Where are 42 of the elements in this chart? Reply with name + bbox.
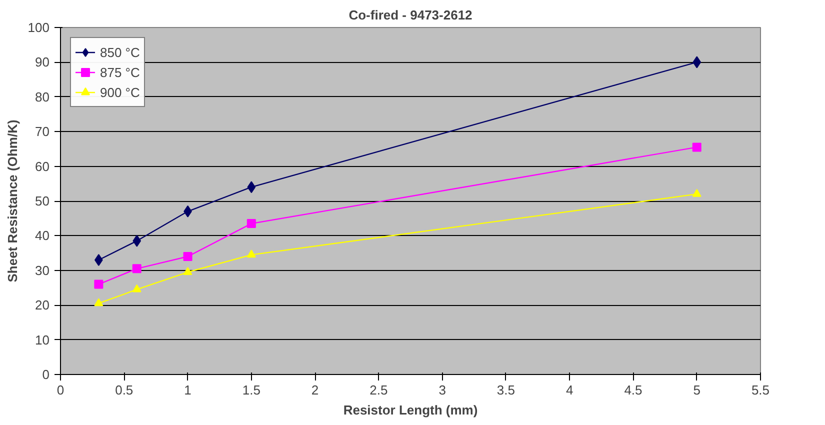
- y-tick-label: 0: [42, 367, 50, 382]
- x-tick-label: 0.5: [115, 382, 134, 398]
- y-tick-label: 20: [35, 298, 50, 313]
- point: [94, 298, 104, 306]
- x-tick-label: 1.5: [242, 382, 260, 398]
- point: [692, 142, 702, 152]
- x-axis-title: Resistor Length (mm): [343, 402, 478, 418]
- legend-label: 875 °C: [100, 64, 140, 80]
- x-tick-label: 5: [693, 382, 700, 398]
- point: [94, 280, 104, 289]
- x-tick-label: 0: [56, 382, 64, 398]
- point: [692, 188, 702, 197]
- y-axis-title: Sheet Resistance (Ohm/K): [4, 120, 20, 282]
- point: [246, 250, 256, 258]
- point: [132, 234, 142, 247]
- y-tick-label: 100: [28, 20, 50, 35]
- y-tick-label: 80: [35, 89, 50, 104]
- legend-label: 900 °C: [100, 84, 140, 100]
- x-tick-label: 1: [184, 382, 192, 398]
- point: [132, 264, 142, 274]
- y-tick-label: 90: [35, 54, 50, 70]
- y-tick-label: 40: [35, 228, 50, 244]
- y-tick-label: 50: [35, 194, 50, 208]
- x-tick-label: 2.5: [370, 382, 388, 398]
- point: [692, 56, 702, 68]
- y-tick-label: 30: [35, 262, 50, 278]
- point: [247, 181, 256, 194]
- x-tick-label: 4: [566, 382, 574, 398]
- x-tick-label: 4.5: [624, 382, 642, 398]
- point: [132, 284, 142, 292]
- legend-label: 850 °C: [100, 44, 140, 60]
- y-tick-label: 70: [35, 124, 50, 140]
- x-tick-label: 2: [311, 382, 319, 398]
- point: [183, 267, 192, 275]
- point: [246, 219, 256, 228]
- x-tick-label: 3: [438, 382, 446, 398]
- y-tick-label: 10: [35, 332, 50, 348]
- chart-title: Co-fired - 9473-2612: [348, 8, 472, 22]
- point: [183, 252, 192, 262]
- x-tick-label: 3.5: [496, 382, 515, 398]
- x-tick-label: 5.5: [751, 382, 770, 398]
- y-tick-label: 60: [35, 158, 50, 174]
